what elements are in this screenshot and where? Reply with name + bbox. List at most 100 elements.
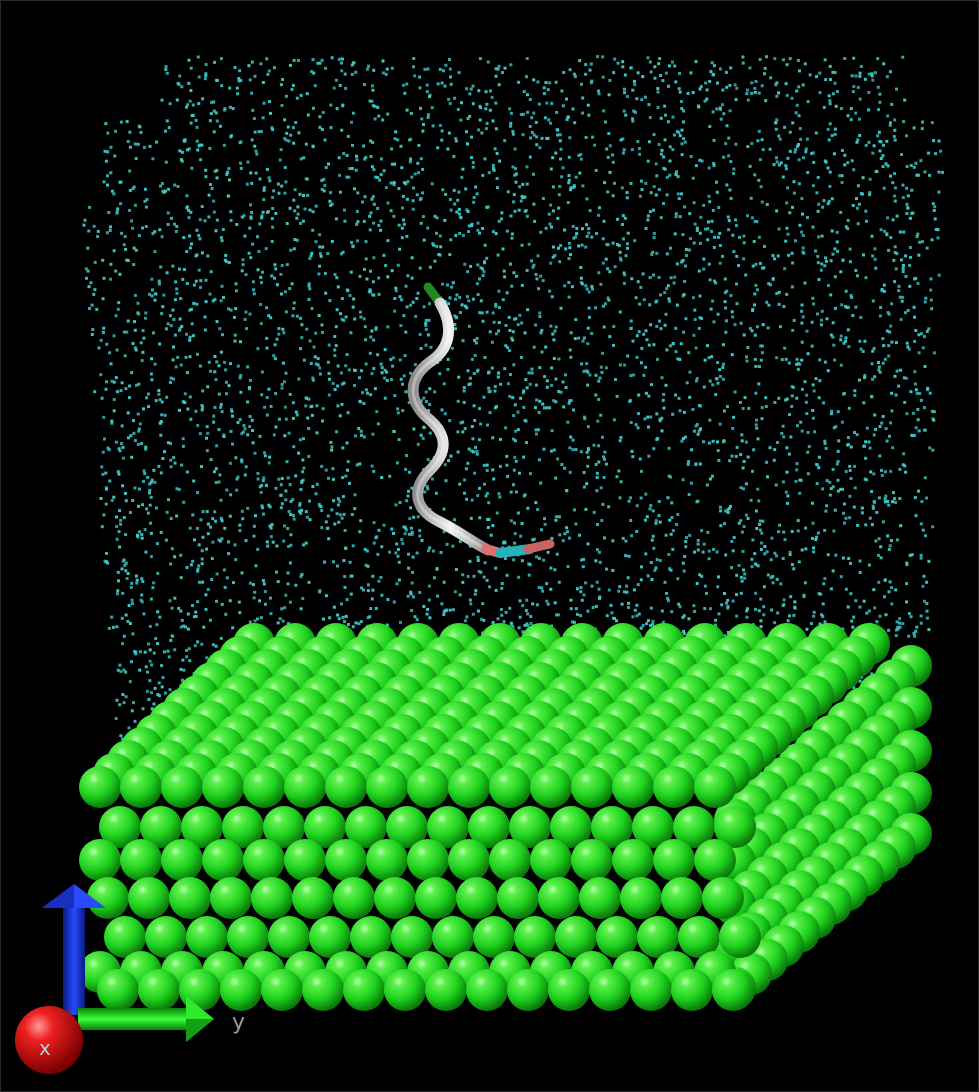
slab-atom [538,877,580,919]
slab-atom [79,766,121,808]
slab-atom [243,766,285,808]
slab-atom [415,877,457,919]
slab-atom [220,969,262,1011]
slab-atom [630,969,672,1011]
slab-atom [161,766,203,808]
slab-atom [673,806,715,848]
slab-atom [425,969,467,1011]
slab-atom [507,969,549,1011]
slab-atom [571,766,613,808]
slab-atom [489,766,531,808]
slab-atom [345,806,387,848]
slab-atom [161,839,203,881]
slab-atom [384,969,426,1011]
slab-atom [138,969,180,1011]
x-axis-sphere [15,1006,83,1074]
slab-atom [653,766,695,808]
slab-atom [268,916,310,958]
slab-atom [702,877,744,919]
slab-atom [128,877,170,919]
slab-atom [530,839,572,881]
slab-atom [530,766,572,808]
slab-atom [579,877,621,919]
slab-atom [719,916,761,958]
slab-atom [637,916,679,958]
slab-atom [292,877,334,919]
slab-atom [325,766,367,808]
slab-atom [555,916,597,958]
slab-atom [509,806,551,848]
slab-atom [202,766,244,808]
slab-atom [620,877,662,919]
slab-atom [186,916,228,958]
slab-atom [589,969,631,1011]
slab-atom [448,766,490,808]
slab-atom [548,969,590,1011]
slab-atom [456,877,498,919]
peptide-chain [407,282,555,558]
z-axis-arrow [42,884,106,1015]
slab-atom [350,916,392,958]
slab-atom [427,806,469,848]
slab-atom [671,969,713,1011]
slab-atom [79,839,121,881]
slab-atom [284,839,326,881]
slab-atom [222,806,264,848]
slab-atom [202,839,244,881]
slab-atom [514,916,556,958]
slab-atom [120,839,162,881]
slab-atom [468,806,510,848]
slab-atom [284,766,326,808]
slab-atom [179,969,221,1011]
slab-atom [489,839,531,881]
slab-atom [374,877,416,919]
slab-atom [97,969,139,1011]
slab-atom [304,806,346,848]
slab-atom [251,877,293,919]
slab-atom [612,839,654,881]
slab-atom [612,766,654,808]
slab-atom [343,969,385,1011]
slab-atom [473,916,515,958]
slab-atom [263,806,305,848]
slab-atom [550,806,592,848]
slab-atom [227,916,269,958]
slab-atom [712,969,754,1011]
slab-atom [210,877,252,919]
slab-atom [694,766,736,808]
slab-atom [87,877,129,919]
x-axis-label: x [39,1036,51,1060]
slab-atom [591,806,633,848]
slab-atom [391,916,433,958]
slab-atom [632,806,674,848]
slab-atom [448,839,490,881]
slab-atom [678,916,720,958]
slab-atom [366,839,408,881]
slab-atom [243,839,285,881]
slab-atom [694,839,736,881]
slab-atom [145,916,187,958]
slab-atom [333,877,375,919]
slab-atom [653,839,695,881]
slab-atom [309,916,351,958]
slab-atom [169,877,211,919]
slab-atom [407,766,449,808]
slab-atom [325,839,367,881]
slab-atom [181,806,223,848]
slab-atom [386,806,428,848]
slab-atom [466,969,508,1011]
slab-atom [571,839,613,881]
slab-atom [366,766,408,808]
slab-atom [120,766,162,808]
metal-slab-atoms [79,623,932,1011]
axes-indicator [15,884,214,1074]
y-axis-label: y [232,1010,246,1035]
slab-atom [261,969,303,1011]
slab-atom [432,916,474,958]
slab-atom [596,916,638,958]
slab-atom [497,877,539,919]
slab-atom [140,806,182,848]
slab-atom [302,969,344,1011]
slab-atom [104,916,146,958]
